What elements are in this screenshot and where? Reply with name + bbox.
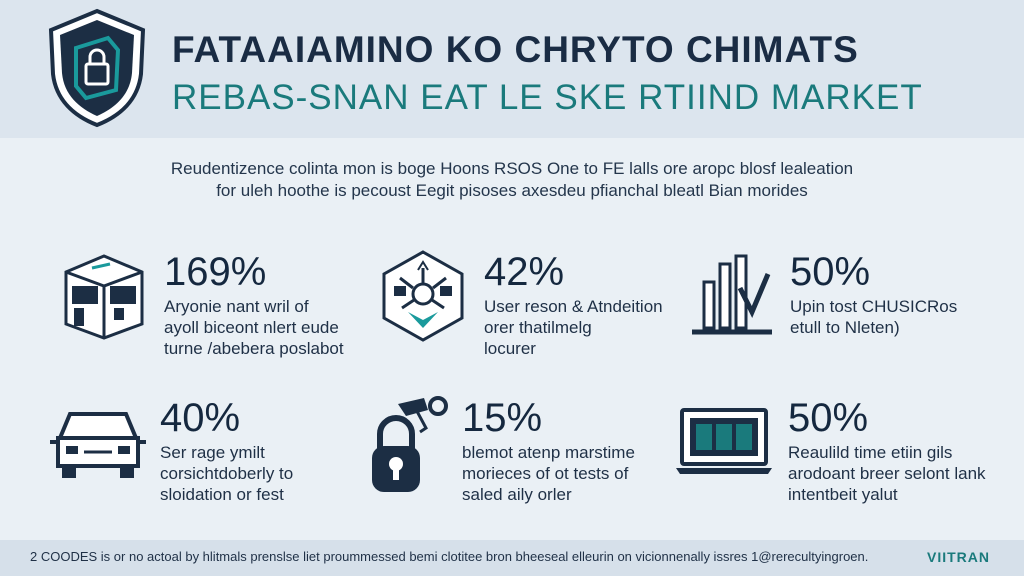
stat-desc-line-2: orer thatilmelg [484,318,592,337]
footer-band: 2 COODES is or no actoal by hlitmals pre… [0,540,1024,576]
stat-desc-line-1: Ser rage ymilt [160,443,265,462]
page-subtitle: REBAS-SNAN EAT LE SKE RTIIND MARKET [172,78,923,117]
stat-value: 169% [164,250,267,294]
padlock-key-icon [372,396,448,492]
stat-desc-line-2: etull to Nleten) [790,318,900,337]
stat-desc-line-1: Aryonie nant wril of [164,297,309,316]
page-title: FATAAIAMINO KO CHRYTO CHIMATS [172,29,859,70]
stat-desc-line-1: blemot atenp marstime [462,443,635,462]
stat-card-4: 40% Ser rage ymilt corsichtdoberly to sl… [48,396,368,516]
shield-logo-icon [48,8,146,128]
laptop-icon [676,408,772,474]
stat-desc-line-1: Upin tost CHUSICRos [790,297,958,316]
stat-card-2: 42% User reson & Atndeition orer thatilm… [378,248,698,368]
stat-desc-line-3: sloidation or fest [160,485,284,504]
intro-line-2: for uleh hoothe is pecoust Eegit pisoses… [216,181,808,200]
building-icon [64,254,144,340]
bar-chart-down-icon [692,254,772,335]
stat-desc-line-2: ayoll biceont nlert eude [164,318,339,337]
footer-brand: VIITRAN [927,549,990,565]
stat-desc-line-2: morieces of ot tests of [462,464,629,483]
footer-disclaimer: 2 COODES is or no actoal by hlitmals pre… [30,549,869,564]
network-hub-icon [382,250,464,342]
stat-value: 50% [790,250,871,294]
stat-desc-line-2: arodoant breer selont lank [788,464,986,483]
stat-card-5: 15% blemot atenp marstime morieces of ot… [366,388,686,508]
stat-desc-line-1: Reaulild time etiin gils [788,443,953,462]
stat-desc-line-3: intentbeit yalut [788,485,898,504]
stat-value: 42% [484,250,565,294]
stat-desc-line-1: User reson & Atndeition [484,297,663,316]
stat-card-3: 50% Upin tost CHUSICRos etull to Nleten) [688,248,1008,368]
stat-card-6: 50% Reaulild time etiin gils arodoant br… [674,396,994,516]
stat-value: 15% [462,396,543,440]
header-band: FATAAIAMINO KO CHRYTO CHIMATS REBAS-SNAN… [0,0,1024,138]
stat-desc-line-2: corsichtdoberly to [160,464,294,483]
stat-value: 50% [788,396,869,440]
stat-desc-line-3: turne /abebera poslabot [164,339,344,358]
car-icon [50,412,146,478]
intro-text: Reudentizence colinta mon is boge Hoons … [120,158,904,202]
stat-card-1: 169% Aryonie nant wril of ayoll biceont … [60,248,380,368]
stat-value: 40% [160,396,241,440]
stat-desc-line-3: saled aily orler [462,485,572,504]
intro-line-1: Reudentizence colinta mon is boge Hoons … [170,159,854,178]
stat-desc-line-3: locurer [484,339,536,358]
